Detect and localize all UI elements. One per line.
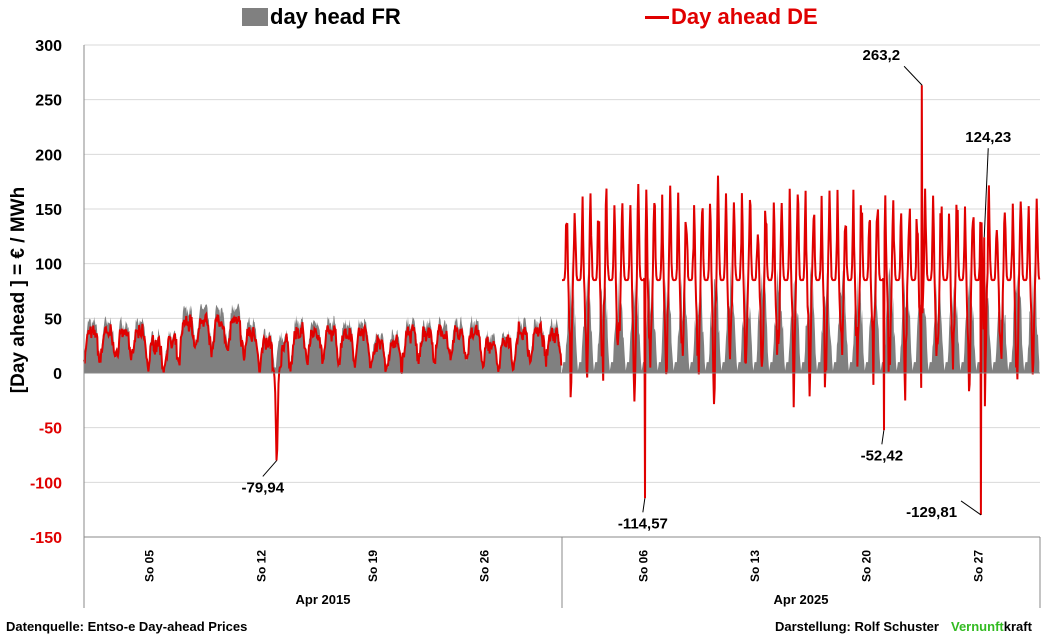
x-group-label: Apr 2025 xyxy=(774,592,829,607)
y-tick-label: 250 xyxy=(35,93,62,110)
data-source: Datenquelle: Entso-e Day-ahead Prices xyxy=(6,619,248,634)
legend-fr: day head FR xyxy=(242,4,401,30)
y-tick-label: -150 xyxy=(30,530,62,547)
y-tick-label: 150 xyxy=(35,202,62,219)
annotation-label: -114,57 xyxy=(618,515,668,532)
annotation-label: -129,81 xyxy=(906,504,957,521)
annotation-leader xyxy=(903,65,923,86)
credit-author: Darstellung: Rolf Schuster xyxy=(775,619,939,634)
legend-de-swatch xyxy=(645,15,669,19)
x-tick-label: So 26 xyxy=(477,550,491,582)
y-tick-label: 0 xyxy=(53,366,62,383)
series-de-line-2025 xyxy=(562,85,1041,515)
y-axis-title: [Day ahead ] = € / MWh xyxy=(8,187,29,393)
y-tick-label: -100 xyxy=(30,475,62,492)
annotation-label: -79,94 xyxy=(242,479,285,496)
annotation-label: 124,23 xyxy=(965,129,1011,146)
x-tick-label: So 20 xyxy=(860,550,874,582)
series-de-line-2015 xyxy=(83,311,563,461)
legend-de-label: Day ahead DE xyxy=(671,4,818,29)
x-tick-label: So 06 xyxy=(637,550,651,582)
legend-de: Day ahead DE xyxy=(645,4,818,30)
annotation-leader xyxy=(262,460,278,477)
y-tick-label: 200 xyxy=(35,147,62,164)
credit-brand: Vernunftkraft xyxy=(951,619,1032,634)
annotation-leader xyxy=(881,430,885,445)
y-tick-label: -50 xyxy=(39,421,62,438)
brand-black: kraft xyxy=(1003,619,1032,634)
x-tick-label: So 13 xyxy=(748,550,762,582)
x-tick-label: So 05 xyxy=(143,550,157,582)
annotation-leader xyxy=(642,498,646,513)
annotation-label: -52,42 xyxy=(861,447,904,464)
x-tick-label: So 19 xyxy=(366,550,380,582)
x-tick-label: So 12 xyxy=(254,550,268,582)
y-tick-label: 300 xyxy=(35,38,62,55)
annotation-label: 263,2 xyxy=(863,47,901,64)
y-tick-label: 100 xyxy=(35,257,62,274)
legend-fr-label: day head FR xyxy=(270,4,401,29)
brand-green: Vernunft xyxy=(951,619,1004,634)
y-tick-label: 50 xyxy=(44,311,62,328)
legend-fr-swatch xyxy=(242,8,268,26)
x-tick-label: So 27 xyxy=(971,550,985,582)
annotation-leader xyxy=(960,500,982,516)
x-group-label: Apr 2015 xyxy=(296,592,351,607)
annotation-leader xyxy=(983,148,989,238)
